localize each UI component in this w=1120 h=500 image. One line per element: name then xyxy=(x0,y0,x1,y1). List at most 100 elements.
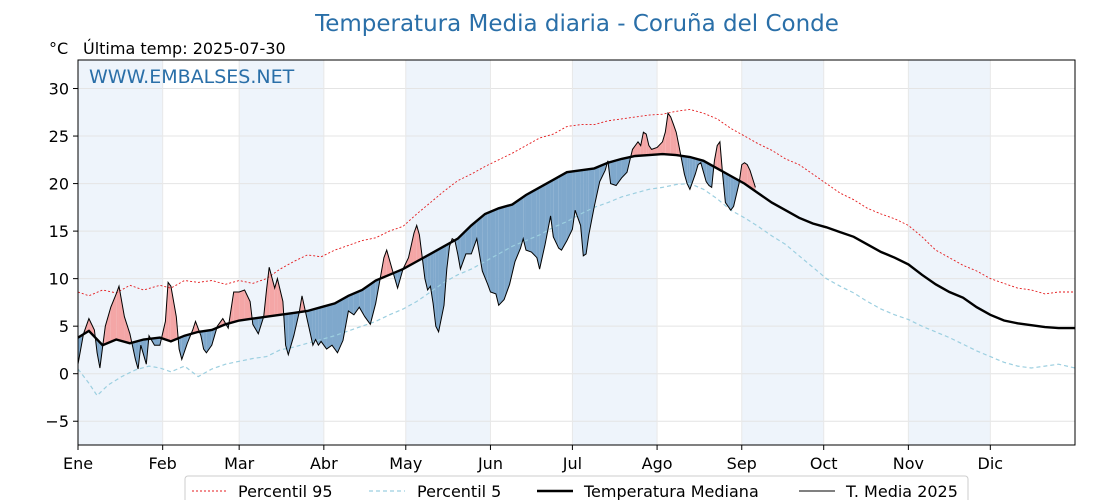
fill-below-median xyxy=(588,168,595,235)
fill-above-median xyxy=(670,117,674,155)
x-tick-label: Jul xyxy=(562,454,582,473)
fill-below-median xyxy=(586,169,589,254)
fill-above-median xyxy=(233,291,240,322)
fill-below-median xyxy=(154,337,160,346)
fill-below-median xyxy=(550,179,554,237)
fill-above-median xyxy=(646,134,649,156)
x-tick-label: Jun xyxy=(477,454,503,473)
x-tick-label: Sep xyxy=(727,454,757,473)
fill-below-median xyxy=(708,163,712,188)
series-line-t-media-2025 xyxy=(77,111,756,370)
fill-below-median xyxy=(553,176,559,249)
y-tick-label: 0 xyxy=(59,365,69,384)
fill-below-median xyxy=(206,329,212,353)
fill-below-median xyxy=(583,169,587,256)
fill-below-median xyxy=(435,249,439,332)
fill-below-median xyxy=(342,295,349,341)
fill-below-median xyxy=(364,284,371,325)
fill-below-median xyxy=(725,172,729,207)
fill-above-median xyxy=(170,286,177,342)
fill-above-median xyxy=(643,132,647,156)
fill-below-median xyxy=(539,184,546,270)
series-line-percentil-5 xyxy=(77,182,1076,397)
fill-above-median xyxy=(239,290,245,321)
fill-above-median xyxy=(413,225,417,264)
series-line-mediana xyxy=(77,152,1075,347)
fill-below-median xyxy=(370,280,376,325)
fill-below-median xyxy=(706,162,709,186)
fill-below-median xyxy=(288,312,294,355)
fill-above-median xyxy=(673,124,677,156)
fill-below-median xyxy=(487,211,491,292)
x-tick-label: May xyxy=(389,454,422,473)
fill-above-median xyxy=(266,267,270,317)
fill-above-median xyxy=(717,141,720,170)
fill-below-median xyxy=(203,330,207,353)
fill-below-median xyxy=(687,156,690,190)
fill-below-median xyxy=(476,216,483,272)
x-axis: Ene Feb Mar Abr May Jun Jul Ago Sep Oct Nov Dic xyxy=(63,445,1003,473)
fill-above-median xyxy=(105,307,111,345)
chart-title: Temperatura Media diaria - Coruña del Co… xyxy=(314,11,839,37)
fill-above-median xyxy=(110,293,117,342)
fill-below-median xyxy=(616,158,622,186)
fill-below-median xyxy=(536,187,540,270)
y-axis: −5 0 5 10 15 20 25 30 xyxy=(45,80,78,431)
fill-below-median xyxy=(531,188,537,258)
fill-below-median xyxy=(558,175,562,251)
fill-above-median xyxy=(662,132,666,155)
fill-below-median xyxy=(332,301,338,353)
series-lines xyxy=(77,108,1076,397)
fill-below-median xyxy=(181,334,188,360)
fill-below-median xyxy=(728,174,731,211)
fill-below-median xyxy=(465,225,472,254)
fill-above-median xyxy=(277,278,283,316)
month-shade-nov xyxy=(908,60,991,445)
fill-below-median xyxy=(427,253,431,291)
fill-above-median xyxy=(168,282,171,342)
x-tick-label: Nov xyxy=(893,454,924,473)
fill-above-median xyxy=(657,141,663,155)
x-tick-label: Dic xyxy=(978,454,1004,473)
fill-above-median xyxy=(274,278,278,316)
fill-below-median xyxy=(689,156,693,190)
fill-above-median xyxy=(244,290,251,320)
fill-below-median xyxy=(495,208,499,306)
y-tick-label: −5 xyxy=(45,412,69,431)
month-shade-mar xyxy=(239,60,324,445)
fill-below-median xyxy=(621,157,628,178)
fill-below-median xyxy=(684,156,688,184)
fill-above-median xyxy=(744,162,748,186)
fill-below-median xyxy=(460,230,466,270)
y-tick-label: 25 xyxy=(49,127,69,146)
legend-label: Percentil 5 xyxy=(417,482,501,500)
x-tick-label: Mar xyxy=(224,454,255,473)
fill-below-median xyxy=(490,209,496,294)
gridlines xyxy=(77,60,1075,445)
y-tick-label: 5 xyxy=(59,317,69,336)
month-shading xyxy=(78,60,991,445)
fill-below-median xyxy=(312,308,316,346)
y-tick-label: 30 xyxy=(49,80,69,99)
fill-below-median xyxy=(457,236,461,270)
watermark: WWW.EMBALSES.NET xyxy=(89,66,295,88)
month-shade-ene xyxy=(78,60,163,445)
fill-above-median xyxy=(668,113,671,155)
fill-below-median xyxy=(575,170,581,226)
fill-below-median xyxy=(599,163,606,182)
x-tick-label: Ene xyxy=(63,454,93,473)
fill-below-median xyxy=(498,206,505,306)
legend-label: T. Media 2025 xyxy=(845,482,958,500)
fill-below-median xyxy=(318,307,322,346)
fill-below-median xyxy=(594,166,600,207)
y-tick-label: 15 xyxy=(49,222,69,241)
fill-below-median xyxy=(359,288,365,317)
x-tick-label: Feb xyxy=(149,454,177,473)
fill-below-median xyxy=(566,171,573,241)
fill-below-median xyxy=(523,194,526,251)
fill-below-median xyxy=(525,191,532,253)
fill-below-median xyxy=(504,205,510,300)
fill-above-median xyxy=(124,316,130,344)
fill-below-median xyxy=(545,181,551,245)
